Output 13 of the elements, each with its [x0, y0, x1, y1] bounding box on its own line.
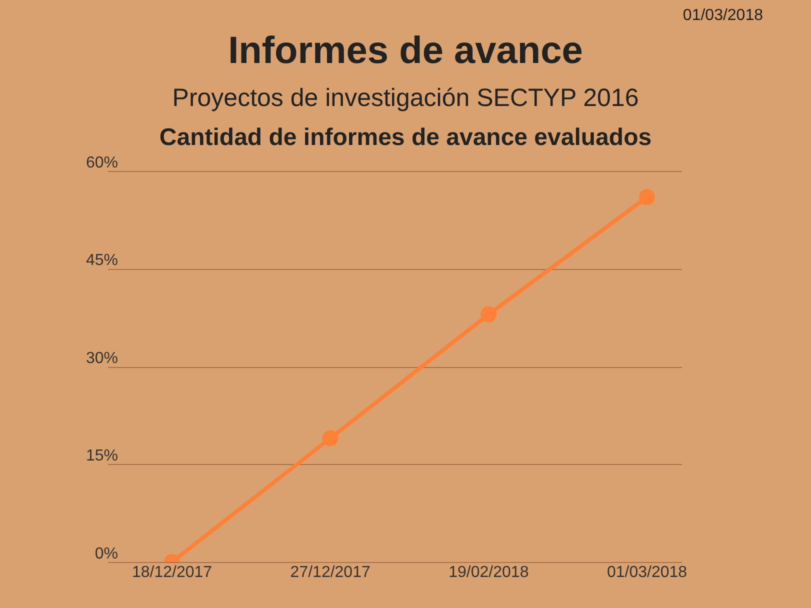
- text: Cantidad de informes de avance evaluados: [158, 124, 653, 152]
- x-tick-label: 27/12/2017: [290, 564, 370, 582]
- y-tick-label: 45%: [86, 252, 118, 270]
- x-tick-label: 01/03/2018: [606, 564, 688, 582]
- y-tick-label: 0%: [94, 545, 118, 562]
- y-tick-label: 15%: [86, 448, 118, 465]
- y-tick-label: 30%: [86, 350, 118, 367]
- x-tick-label: 19/02/2018: [448, 564, 529, 582]
- y-tick-label: 60%: [86, 154, 118, 172]
- chart-title: Informes de avance: [227, 30, 584, 73]
- text: 01/03/2018: [682, 7, 763, 25]
- x-tick-label: 18/12/2017: [132, 564, 212, 582]
- chart-subtitle: Proyectos de investigación SECTYP 2016: [171, 84, 640, 113]
